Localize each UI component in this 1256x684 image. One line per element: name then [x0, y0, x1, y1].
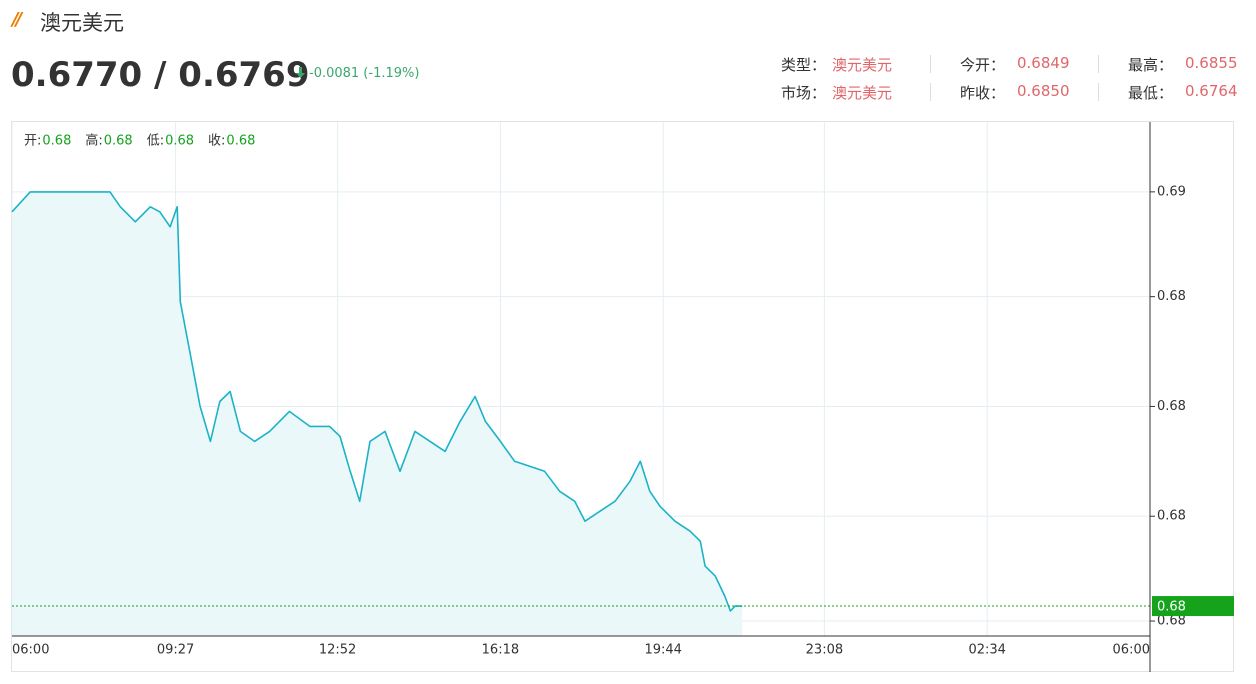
info-value: 澳元美元 [832, 56, 893, 74]
x-tick-label: 02:34 [968, 643, 1005, 658]
ohlc-label: 低: [147, 134, 164, 149]
info-label: 市场： [781, 84, 827, 102]
ohlc-value: 0.68 [42, 134, 71, 149]
x-tick-label: 12:52 [319, 643, 356, 658]
info-label: 今开： [960, 56, 1006, 74]
x-tick-label: 06:00 [12, 643, 49, 658]
x-tick-label: 23:08 [806, 643, 843, 658]
info-value: 0.6850 [1017, 82, 1070, 100]
price-tag [1152, 596, 1234, 617]
y-tick-label: 0.68 [1157, 509, 1186, 524]
down-arrow [296, 67, 305, 78]
ohlc-value: 0.68 [165, 134, 194, 149]
separator [930, 55, 931, 73]
info-label: 昨收： [960, 84, 1006, 102]
y-tick-label: 0.68 [1157, 399, 1186, 414]
ohlc-value: 0.68 [226, 134, 255, 149]
logo-icon: // [12, 9, 22, 30]
x-tick-label: 19:44 [644, 643, 681, 658]
x-tick-label: 06:00 [1113, 643, 1150, 658]
info-label: 最低： [1128, 84, 1174, 102]
ohlc-label: 收: [208, 134, 225, 149]
price: 0.6770 / 0.6769 [11, 55, 310, 95]
info-value: 0.6855 [1185, 54, 1238, 72]
info-label: 类型： [781, 56, 827, 74]
line [11, 191, 743, 612]
ohlc-label: 高: [85, 133, 102, 149]
change: -0.0081 (-1.19%) [296, 66, 419, 81]
info-value: 0.6764 [1185, 82, 1238, 100]
y-tick-label: 0.69 [1157, 184, 1186, 199]
x-tick-label: 16:18 [482, 643, 519, 658]
y-tick-label: 0.68 [1157, 614, 1186, 629]
ohlc-value: 0.68 [104, 134, 133, 149]
separator [1098, 83, 1099, 101]
x-tick-label: 09:27 [157, 643, 194, 658]
info-value: 0.6849 [1017, 54, 1070, 72]
separator [1098, 55, 1099, 73]
price-tag-label: 0.68 [1157, 600, 1186, 615]
y-tick-label: 0.68 [1157, 289, 1186, 304]
ohlc-label: 开: [24, 134, 41, 149]
separator [930, 83, 931, 101]
change-text: -0.0081 (-1.19%) [309, 66, 420, 81]
title: 澳元美元 [40, 11, 124, 35]
info-label: 最高： [1128, 56, 1174, 74]
info-value: 澳元美元 [832, 84, 893, 102]
area [12, 191, 743, 636]
